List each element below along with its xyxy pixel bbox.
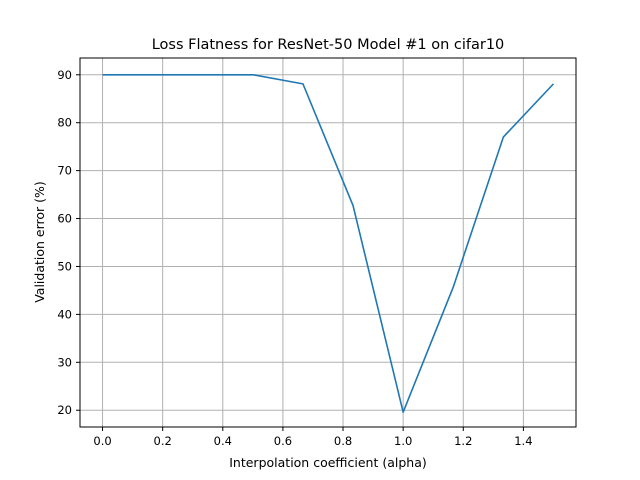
y-tick-label: 30 [57, 355, 72, 369]
plot-frame [79, 57, 577, 428]
grid-lines [80, 58, 576, 427]
chart-title: Loss Flatness for ResNet-50 Model #1 on … [152, 37, 505, 53]
x-axis-label: Interpolation coefficient (alpha) [229, 455, 427, 470]
ticks: 0.0 0.2 0.4 0.6 0.8 1.0 1.2 1.4 20 30 40 50 60 70 80 90 [57, 68, 532, 448]
y-tick-label: 70 [57, 164, 72, 178]
x-tick-label: 1.0 [394, 434, 412, 448]
y-tick-label: 60 [57, 212, 72, 226]
series-line [102, 73, 555, 413]
y-tick-label: 80 [57, 116, 72, 130]
x-tick-label: 1.2 [454, 434, 472, 448]
y-tick-label: 90 [57, 68, 72, 82]
y-tick-label: 50 [57, 259, 72, 273]
x-tick-label: 0.8 [334, 434, 352, 448]
x-tick-label: 0.6 [274, 434, 292, 448]
x-tick-label: 0.0 [93, 434, 111, 448]
series-layer [102, 73, 555, 413]
y-tick-label: 20 [57, 403, 72, 417]
y-tick-label: 40 [57, 307, 72, 321]
y-axis-label: Validation error (%) [32, 181, 47, 303]
x-tick-label: 1.4 [514, 434, 532, 448]
x-tick-label: 0.4 [214, 434, 232, 448]
x-tick-label: 0.2 [154, 434, 172, 448]
